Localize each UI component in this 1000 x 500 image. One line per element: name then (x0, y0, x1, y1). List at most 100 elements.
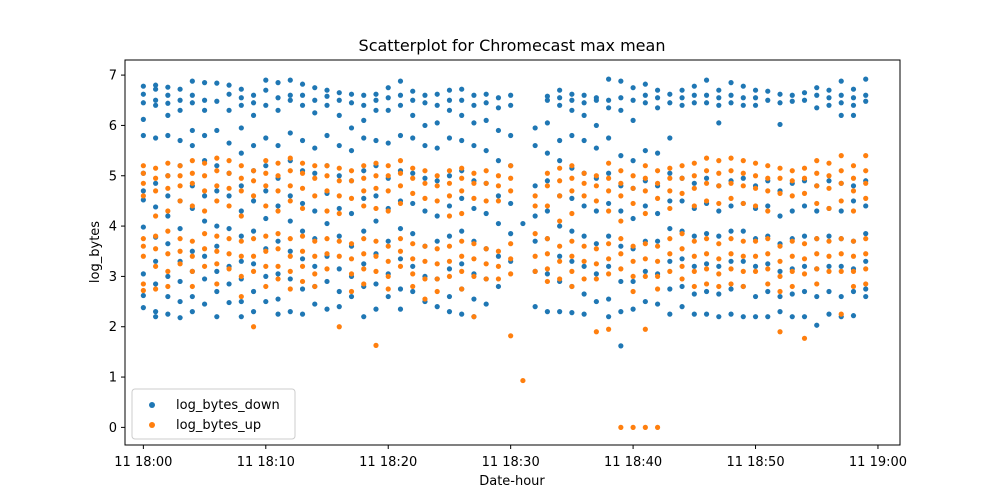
log-bytes-down-point-280 (471, 205, 477, 212)
log-bytes-up-point-356 (728, 266, 734, 272)
log-bytes-down-point-6 (140, 188, 146, 194)
log-bytes-down-point-247 (434, 102, 440, 108)
log-bytes-down-point-116 (263, 215, 269, 222)
log-bytes-up-point-41 (201, 173, 208, 179)
log-bytes-down-point-142 (299, 102, 306, 108)
log-bytes-down-point-32 (165, 241, 171, 247)
log-bytes-down-point-72 (214, 188, 220, 194)
log-bytes-down-point-293 (483, 301, 489, 307)
log-bytes-down-point-26 (165, 100, 171, 106)
log-bytes-up-point-77 (263, 158, 269, 164)
log-bytes-down-point-123 (275, 142, 281, 149)
log-bytes-down-point-547 (850, 95, 857, 101)
log-bytes-up-point-4 (140, 236, 146, 242)
log-bytes-up-point-275 (606, 241, 612, 247)
log-bytes-up-point-342 (716, 158, 722, 164)
log-bytes-down-point-460 (728, 100, 734, 106)
log-bytes-down-point-546 (850, 86, 857, 92)
log-bytes-up-point-64 (238, 188, 244, 194)
log-bytes-down-point-403 (654, 87, 661, 93)
log-bytes-down-point-482 (752, 263, 759, 269)
log-bytes-up-point-229 (508, 333, 514, 339)
log-bytes-up-point-21 (165, 228, 171, 234)
log-bytes-up-point-267 (593, 246, 599, 252)
log-bytes-down-point-162 (324, 102, 330, 108)
log-bytes-down-point-520 (814, 105, 820, 111)
log-bytes-up-point-222 (495, 276, 502, 282)
log-bytes-down-point-555 (850, 313, 857, 319)
log-bytes-up-point-246 (557, 218, 563, 224)
log-bytes-down-point-138 (287, 276, 293, 282)
log-bytes-down-point-23 (153, 314, 159, 320)
log-bytes-up-point-209 (471, 273, 477, 280)
log-bytes-up-point-277 (606, 271, 612, 277)
y-axis: 0 1 2 3 4 5 6 7 (109, 69, 125, 436)
log-bytes-up-point-76 (250, 324, 257, 330)
log-bytes-down-point-67 (201, 301, 208, 307)
log-bytes-down-point-459 (728, 92, 734, 98)
log-bytes-up-point-153 (385, 163, 391, 169)
log-bytes-down-point-95 (238, 233, 244, 239)
log-bytes-up-point-212 (483, 180, 489, 186)
log-bytes-up-point-377 (765, 236, 771, 242)
log-bytes-down-point-17 (153, 180, 159, 186)
log-bytes-down-point-264 (446, 309, 453, 315)
log-bytes-up-point-104 (299, 205, 306, 212)
log-bytes-up-point-113 (312, 253, 318, 259)
log-bytes-down-point-539 (838, 112, 844, 118)
legend-label-log-bytes-down: log_bytes_down (176, 398, 280, 413)
log-bytes-down-point-364 (593, 298, 599, 305)
x-tick-label-2: 11 18:20 (359, 455, 417, 470)
log-bytes-down-point-373 (606, 296, 612, 302)
log-bytes-down-point-90 (238, 102, 244, 108)
log-bytes-down-point-502 (789, 92, 795, 98)
log-bytes-up-point-322 (679, 231, 685, 237)
log-bytes-down-point-45 (177, 298, 183, 305)
log-bytes-down-point-7 (140, 197, 146, 203)
log-bytes-up-point-167 (397, 263, 404, 269)
log-bytes-down-point-37 (177, 97, 183, 103)
log-bytes-down-point-49 (189, 100, 195, 106)
log-bytes-up-point-98 (287, 253, 293, 259)
log-bytes-down-point-419 (667, 286, 673, 292)
log-bytes-down-point-168 (324, 278, 330, 285)
log-bytes-up-point-150 (373, 253, 379, 259)
log-bytes-down-point-46 (177, 315, 183, 321)
log-bytes-up-point-364 (740, 268, 746, 274)
log-bytes-down-point-136 (287, 218, 293, 224)
log-bytes-down-point-453 (716, 208, 722, 214)
log-bytes-up-point-88 (275, 208, 281, 214)
log-bytes-down-point-101 (250, 100, 257, 106)
log-bytes-down-point-425 (679, 198, 685, 204)
log-bytes-down-point-535 (826, 311, 832, 317)
log-bytes-down-point-111 (263, 87, 269, 93)
log-bytes-up-point-416 (826, 253, 832, 259)
log-bytes-down-point-226 (397, 286, 404, 292)
log-bytes-down-point-239 (422, 122, 428, 129)
log-bytes-down-point-345 (569, 310, 575, 316)
log-bytes-down-point-296 (495, 127, 502, 134)
log-bytes-up-point-415 (826, 238, 832, 244)
log-bytes-down-point-343 (569, 258, 575, 264)
log-bytes-up-point-107 (299, 263, 306, 269)
log-bytes-down-point-413 (667, 100, 673, 106)
log-bytes-down-point-132 (287, 97, 293, 103)
log-bytes-up-point-286 (618, 424, 624, 430)
log-bytes-down-point-16 (153, 135, 159, 141)
log-bytes-down-point-399 (642, 203, 648, 209)
log-bytes-up-point-124 (336, 178, 342, 184)
log-bytes-down-point-96 (238, 258, 244, 264)
log-bytes-up-point-349 (716, 283, 722, 290)
log-bytes-down-point-445 (703, 261, 710, 267)
log-bytes-down-point-442 (703, 175, 710, 181)
log-bytes-up-point-152 (373, 342, 379, 348)
log-bytes-up-point-175 (422, 168, 428, 174)
log-bytes-up-point-428 (850, 188, 857, 194)
log-bytes-up-point-298 (642, 210, 648, 217)
log-bytes-down-point-50 (189, 127, 195, 134)
log-bytes-up-point-341 (703, 281, 710, 287)
log-bytes-up-point-260 (581, 193, 587, 199)
log-bytes-up-point-280 (618, 180, 624, 186)
log-bytes-up-point-284 (618, 251, 624, 257)
log-bytes-up-point-108 (299, 278, 306, 285)
